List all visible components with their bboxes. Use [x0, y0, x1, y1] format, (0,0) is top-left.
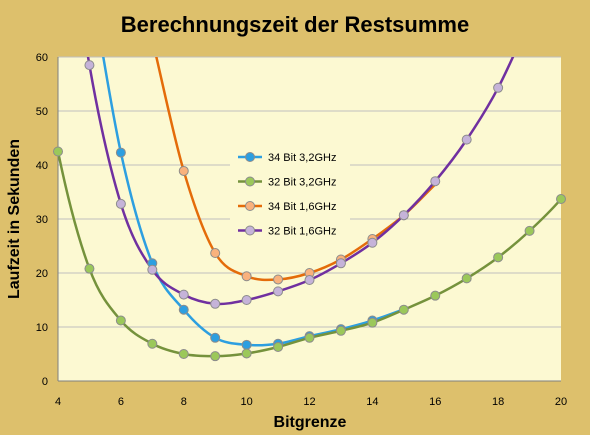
data-point	[178, 165, 189, 176]
chart-title: Berechnungszeit der Restsumme	[121, 12, 469, 37]
data-point	[84, 263, 95, 274]
x-tick-label: 6	[118, 396, 124, 408]
data-point	[210, 248, 221, 259]
y-tick-label: 0	[42, 376, 48, 388]
data-point	[241, 295, 252, 305]
data-point	[398, 210, 409, 221]
y-tick-label: 10	[36, 322, 48, 334]
data-point	[178, 289, 189, 300]
data-point	[430, 176, 441, 187]
data-point	[461, 273, 472, 284]
series-markers	[53, 60, 566, 362]
data-point	[493, 82, 504, 93]
y-tick-label: 60	[36, 52, 48, 64]
data-point	[556, 194, 566, 205]
data-point	[273, 341, 284, 352]
x-tick-label: 18	[492, 396, 504, 408]
data-point	[430, 290, 441, 301]
x-tick-label: 16	[429, 396, 441, 408]
data-point	[115, 315, 126, 326]
legend-label: 34 Bit 1,6GHz	[268, 201, 336, 213]
data-point	[84, 60, 95, 71]
data-point	[147, 338, 158, 349]
data-point	[493, 252, 504, 263]
data-point	[273, 286, 284, 297]
x-axis-title: Bitgrenze	[274, 414, 347, 431]
data-point	[178, 304, 189, 315]
x-tick-label: 20	[555, 396, 567, 408]
x-tick-label: 10	[241, 396, 253, 408]
data-point	[398, 304, 409, 315]
data-point	[367, 237, 378, 248]
x-tick-label: 14	[366, 396, 378, 408]
data-point	[115, 147, 126, 158]
x-tick-label: 4	[55, 396, 61, 408]
legend-label: 34 Bit 3,2GHz	[268, 152, 336, 164]
y-tick-label: 40	[36, 160, 48, 172]
data-point	[461, 134, 472, 145]
x-tick-label: 8	[181, 396, 187, 408]
data-point	[178, 349, 189, 359]
data-point	[115, 198, 126, 209]
legend-swatch-marker	[245, 152, 255, 162]
data-point	[241, 348, 252, 359]
data-point	[210, 351, 221, 362]
data-point	[210, 298, 221, 309]
data-point	[147, 264, 158, 275]
y-axis-title: Laufzeit in Sekunden	[6, 139, 23, 299]
data-point	[367, 317, 378, 328]
legend: 34 Bit 3,2GHz 32 Bit 3,2GHz 34 Bit 1,6GHz 3…	[230, 142, 350, 242]
data-point	[241, 271, 252, 282]
data-point	[335, 325, 346, 336]
data-point	[304, 275, 315, 286]
data-point	[53, 146, 63, 157]
data-point	[210, 332, 221, 343]
data-point	[524, 225, 535, 236]
legend-swatch-marker	[245, 201, 255, 211]
y-tick-label: 30	[36, 214, 48, 226]
y-tick-label: 20	[36, 268, 48, 280]
data-point	[304, 332, 315, 343]
legend-label: 32 Bit 3,2GHz	[268, 177, 336, 189]
legend-swatch-marker	[245, 225, 255, 236]
data-point	[241, 339, 252, 350]
legend-swatch-marker	[245, 176, 255, 187]
legend-label: 32 Bit 1,6GHz	[268, 226, 336, 238]
data-point	[335, 258, 346, 269]
y-tick-label: 50	[36, 106, 48, 118]
data-point	[273, 274, 284, 285]
x-tick-label: 12	[303, 396, 315, 408]
tick-labels: 0 10 20 30 40 50 60 4 6 8 10 12 14 16 18 20	[36, 52, 567, 408]
